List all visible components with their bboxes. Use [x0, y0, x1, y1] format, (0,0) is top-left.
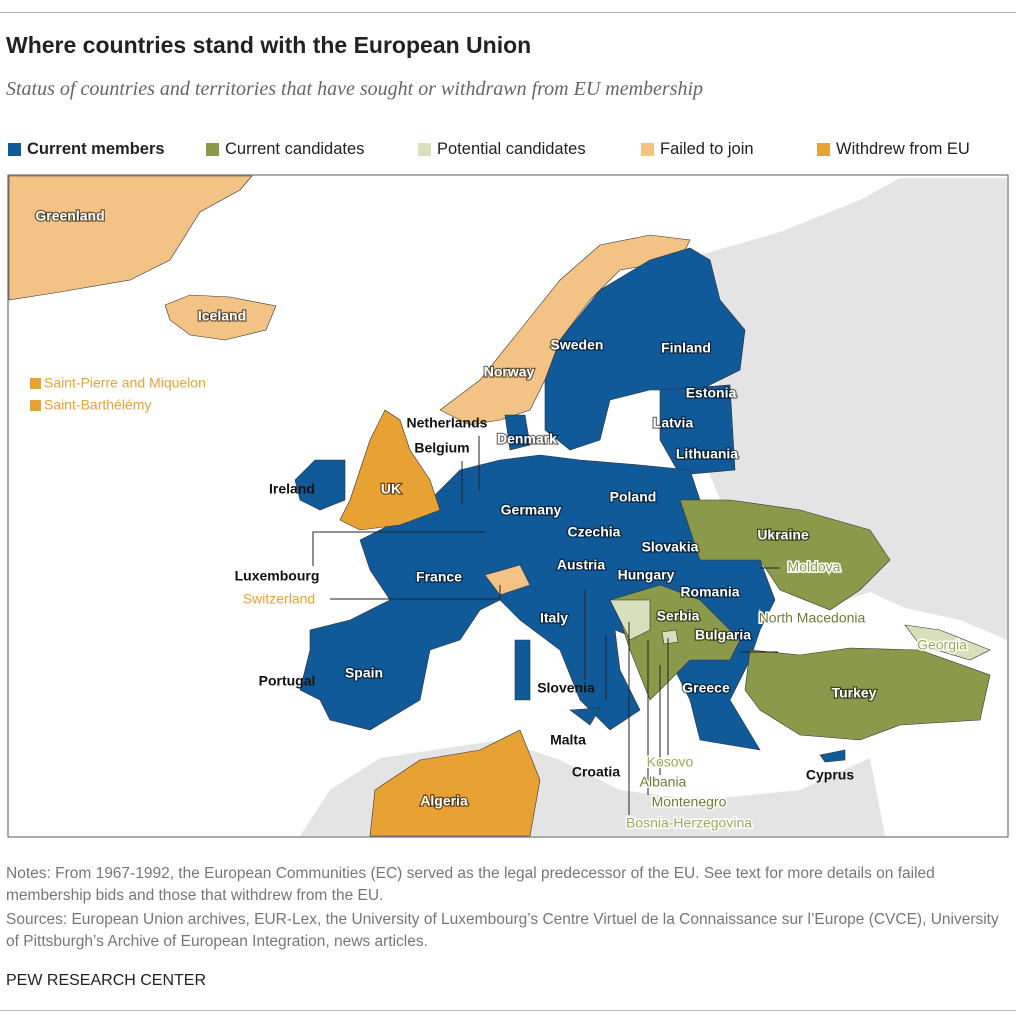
- iceland-shape: [164, 294, 277, 341]
- place-label: Slovenia: [537, 680, 595, 696]
- turkey-shape: [744, 647, 991, 741]
- place-label: Bosnia-Herzegovina: [626, 815, 752, 831]
- baltic-shape: [659, 384, 736, 476]
- place-label: Netherlands: [407, 415, 488, 431]
- place-label: Algeria: [420, 793, 468, 809]
- place-label: Albania: [640, 774, 687, 790]
- place-label: Ireland: [269, 481, 315, 497]
- place-label: Sweden: [551, 337, 604, 353]
- sicily-shape: [569, 707, 601, 726]
- legend-swatch: [817, 143, 830, 156]
- legend-swatch: [418, 143, 431, 156]
- ukraine-shape: [679, 499, 891, 611]
- territory-marker: [30, 400, 41, 411]
- cyprus-shape: [819, 749, 846, 763]
- place-label: Romania: [680, 584, 739, 600]
- legend-label: Current members: [27, 140, 165, 158]
- title: Where countries stand with the European …: [6, 32, 532, 58]
- legend-swatch: [206, 143, 219, 156]
- place-label: Montenegro: [652, 794, 727, 810]
- place-label: Czechia: [568, 524, 621, 540]
- greenland-shape: [8, 175, 253, 301]
- land-africa: [300, 740, 885, 836]
- map-frame: [7, 174, 1009, 838]
- legend-item: Potential candidates: [418, 140, 586, 159]
- uk-shape: [339, 409, 441, 531]
- legend-swatch: [8, 143, 21, 156]
- place-label: Moldova: [788, 559, 841, 575]
- legend-item: Failed to join: [641, 140, 754, 159]
- place-label: Malta: [550, 732, 586, 748]
- nordic-shape: [544, 247, 746, 451]
- denmark-shape: [504, 414, 531, 451]
- legend-label: Failed to join: [660, 140, 754, 158]
- place-label: Serbia: [657, 608, 700, 624]
- balkans-shape: [609, 584, 741, 701]
- land-east: [700, 178, 1007, 640]
- sources: Sources: European Union archives, EUR-Le…: [6, 911, 999, 950]
- territory-marker: [30, 378, 41, 389]
- subtitle: Status of countries and territories that…: [6, 78, 704, 100]
- place-label: Greece: [682, 680, 730, 696]
- place-label: Lithuania: [676, 446, 738, 462]
- place-label: Iceland: [198, 308, 246, 324]
- place-label: Spain: [345, 665, 383, 681]
- place-label: Estonia: [686, 385, 737, 401]
- place-label: Poland: [610, 489, 657, 505]
- islands-shape: [514, 639, 531, 701]
- notes: Notes: From 1967-1992, the European Comm…: [6, 865, 935, 904]
- place-label: Belgium: [414, 440, 469, 456]
- place-label: Finland: [661, 340, 711, 356]
- place-label: Georgia: [917, 637, 967, 653]
- place-label: Bulgaria: [695, 627, 751, 643]
- place-label: Turkey: [832, 685, 877, 701]
- place-label: North Macedonia: [759, 610, 866, 626]
- georgia-shape: [904, 624, 991, 661]
- bottom-rule: [0, 1010, 1016, 1011]
- place-label: Slovakia: [642, 539, 699, 555]
- continent-shape: [299, 454, 776, 751]
- place-label: Saint-Barthélémy: [44, 397, 151, 413]
- top-rule: [0, 12, 1016, 13]
- place-label: Austria: [557, 557, 605, 573]
- algeria-shape: [369, 729, 541, 837]
- switzerland-shape: [484, 564, 531, 596]
- norway-shape: [439, 234, 691, 426]
- footer: PEW RESEARCH CENTER: [6, 972, 207, 989]
- place-label: Saint-Pierre and Miquelon: [44, 375, 206, 391]
- kosovo-shape: [661, 629, 679, 645]
- place-label: Latvia: [653, 415, 694, 431]
- place-label: Switzerland: [243, 591, 315, 607]
- place-label: Kosovo: [647, 754, 694, 770]
- bosnia-shape: [609, 599, 651, 641]
- ireland-shape: [294, 459, 346, 511]
- place-label: Greenland: [35, 208, 104, 224]
- place-label: Italy: [540, 610, 568, 626]
- legend-item: Withdrew from EU: [817, 140, 970, 159]
- place-label: Portugal: [259, 673, 316, 689]
- legend-label: Current candidates: [225, 140, 365, 158]
- legend-item: Current candidates: [206, 140, 364, 159]
- place-label: Hungary: [618, 567, 675, 583]
- place-label: Ukraine: [757, 527, 809, 543]
- legend-item: Current members: [8, 140, 165, 159]
- place-label: France: [416, 569, 462, 585]
- leader-lines: [312, 436, 780, 815]
- legend-label: Withdrew from EU: [836, 140, 970, 158]
- legend-label: Potential candidates: [437, 140, 586, 158]
- place-label: Cyprus: [806, 767, 854, 783]
- place-label: Luxembourg: [235, 568, 320, 584]
- place-label: Germany: [501, 502, 562, 518]
- place-label: Norway: [484, 364, 535, 380]
- place-label: Croatia: [572, 764, 620, 780]
- place-label: Denmark: [497, 431, 557, 447]
- place-label: UK: [381, 481, 401, 497]
- legend-swatch: [641, 143, 654, 156]
